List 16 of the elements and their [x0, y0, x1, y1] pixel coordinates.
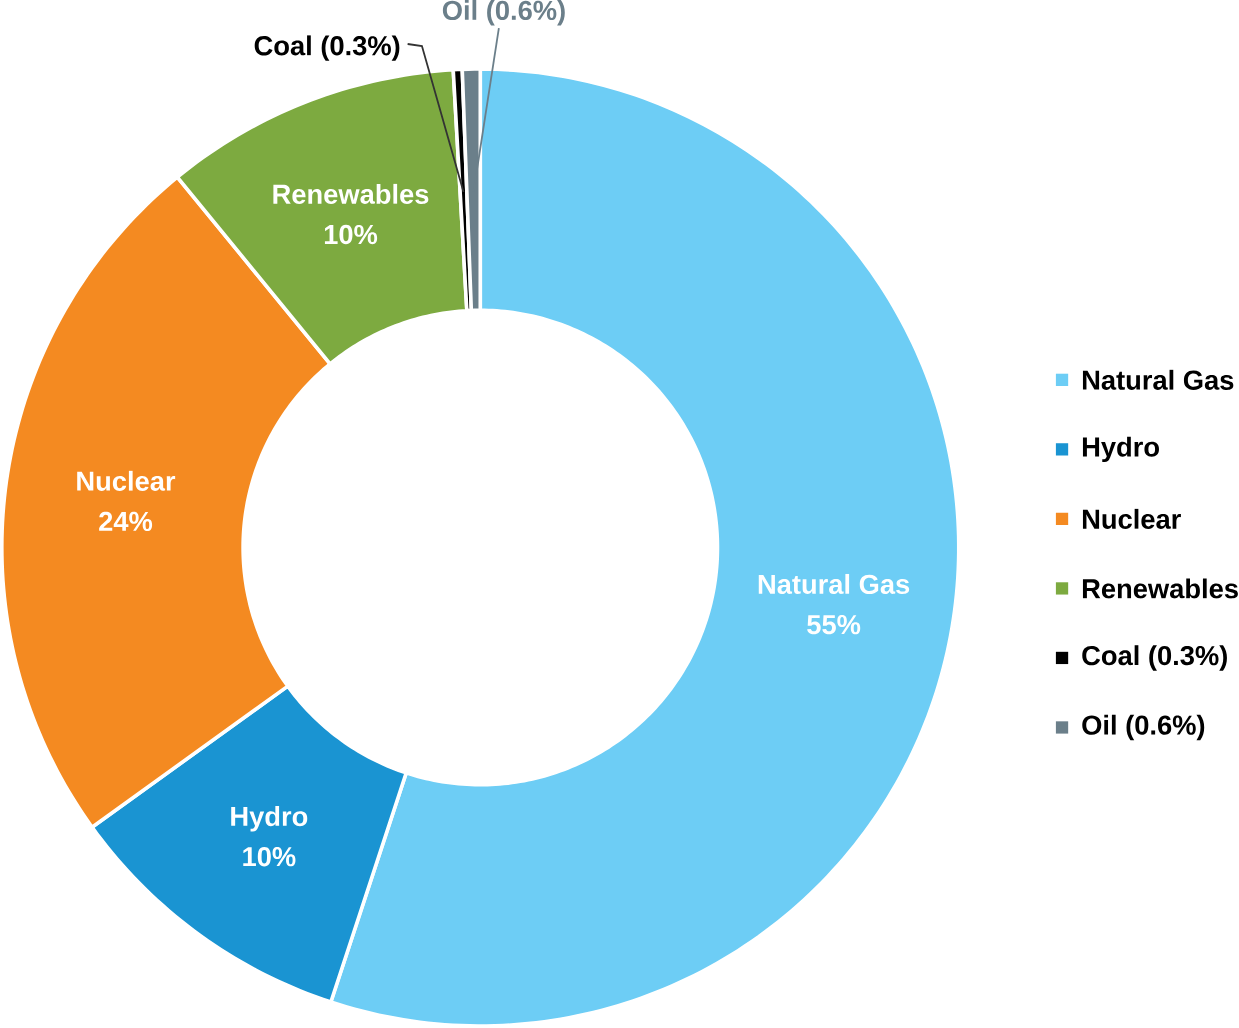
slice-label: Hydro	[231, 806, 308, 832]
legend-label: Renewables	[1082, 578, 1238, 599]
data-label: 55%	[807, 615, 861, 635]
slice-label: Renewables	[273, 184, 429, 205]
slice-label: Natural Gas	[758, 574, 910, 595]
legend-label: Hydro	[1082, 436, 1159, 463]
legend-label: Coal (0.3%)	[1082, 645, 1227, 671]
slice-label: Oil (0.6%)	[442, 0, 565, 26]
data-label: 10%	[324, 224, 378, 245]
legend-label: Nuclear	[1082, 508, 1181, 530]
data-label: 24%	[99, 511, 153, 532]
slice-label: Coal (0.3%)	[254, 35, 400, 61]
data-label: 10%	[243, 847, 296, 867]
legend-label: Natural Gas	[1082, 369, 1234, 390]
legend-label: Oil (0.6%)	[1082, 714, 1205, 741]
slice-label: Nuclear	[77, 470, 176, 491]
